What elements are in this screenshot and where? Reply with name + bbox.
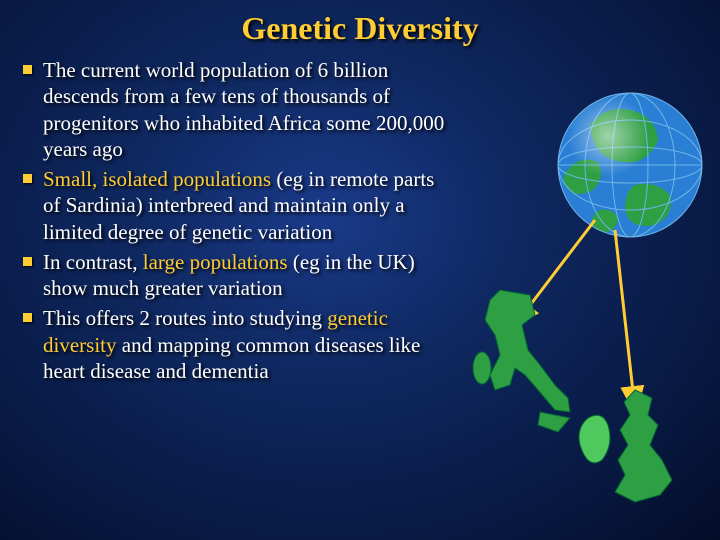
list-item: This offers 2 routes into studying genet… [15, 305, 445, 384]
uk-icon [579, 390, 672, 502]
bullet-text: This offers 2 routes into studying [43, 306, 327, 330]
bullet-highlight: large populations [143, 250, 288, 274]
list-item: In contrast, large populations (eg in th… [15, 249, 445, 302]
list-item: Small, isolated populations (eg in remot… [15, 166, 445, 245]
bullet-list: The current world population of 6 billio… [15, 57, 445, 388]
italy-icon [473, 290, 570, 432]
bullet-text: The current world population of 6 billio… [43, 58, 444, 161]
globe-icon [558, 93, 702, 237]
slide-title: Genetic Diversity [0, 0, 720, 47]
bullet-text: In contrast, [43, 250, 143, 274]
migration-graphic [440, 70, 720, 530]
list-item: The current world population of 6 billio… [15, 57, 445, 162]
bullet-highlight: Small, isolated populations [43, 167, 271, 191]
